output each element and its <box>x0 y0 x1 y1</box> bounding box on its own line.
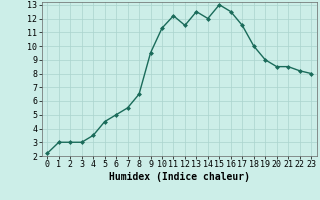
X-axis label: Humidex (Indice chaleur): Humidex (Indice chaleur) <box>109 172 250 182</box>
